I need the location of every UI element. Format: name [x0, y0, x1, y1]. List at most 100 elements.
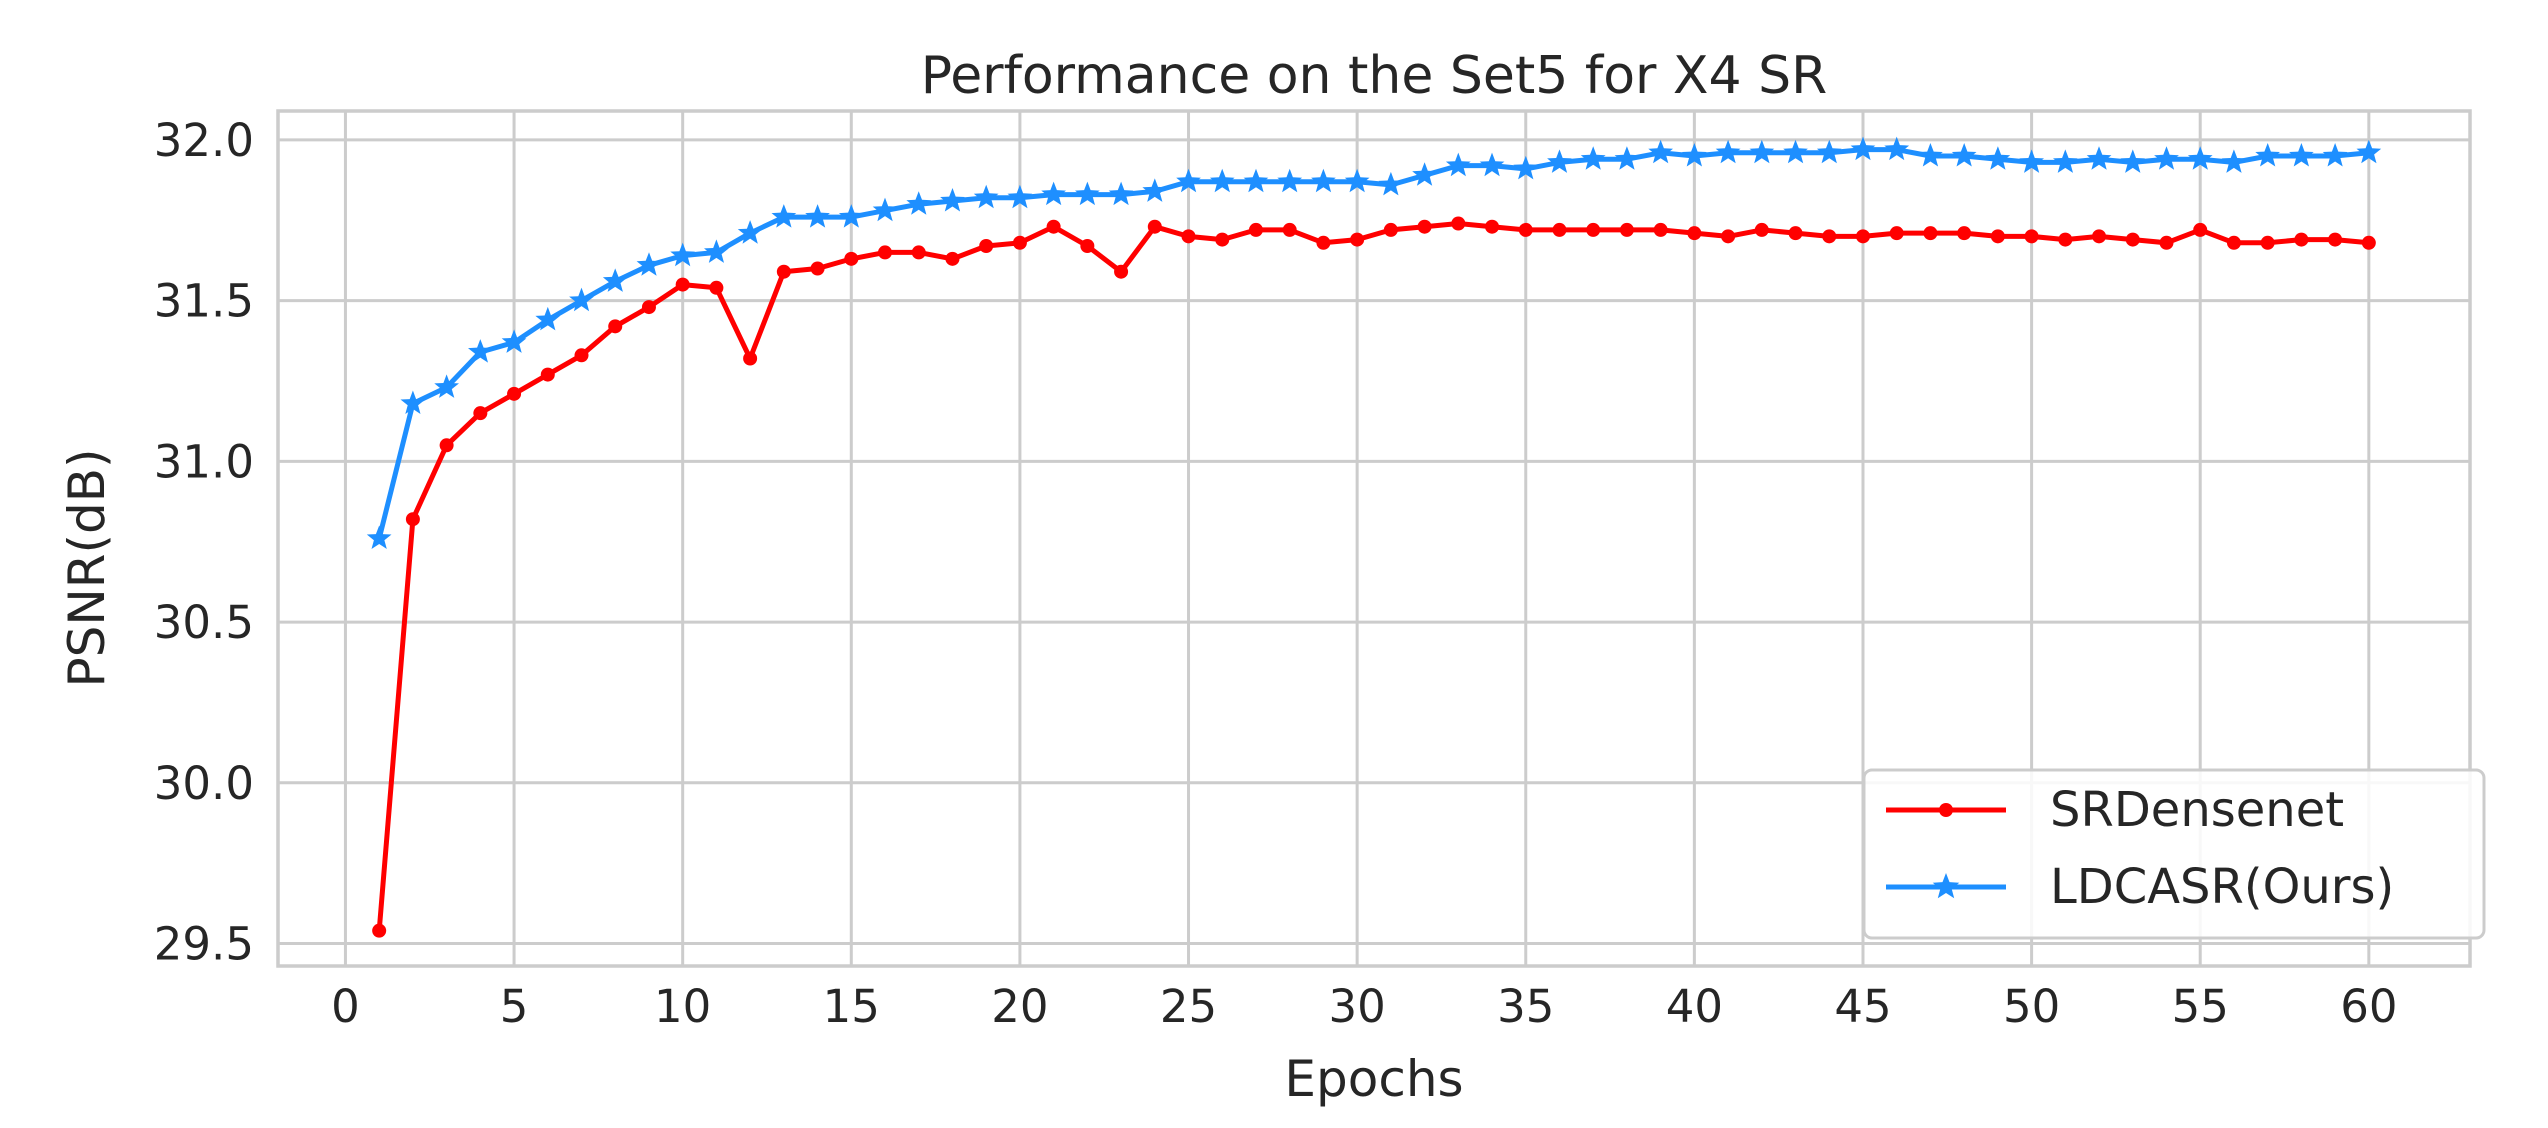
- data-point-srdensenet: [1282, 222, 1297, 237]
- data-point-srdensenet: [1518, 222, 1533, 237]
- data-point-ldcasr-ours: [2187, 146, 2213, 170]
- x-tick-label: 50: [2003, 980, 2060, 1033]
- data-point-ldcasr-ours: [1580, 146, 1606, 170]
- data-point-srdensenet: [372, 923, 387, 938]
- data-point-ldcasr-ours: [1816, 139, 1842, 164]
- data-point-srdensenet: [810, 261, 825, 276]
- series-layer: [366, 136, 2382, 938]
- y-axis-label: PSNR(dB): [58, 448, 116, 687]
- y-tick-label: 31.0: [154, 435, 254, 488]
- data-point-srdensenet: [1383, 222, 1398, 237]
- data-point-srdensenet: [1653, 222, 1668, 237]
- data-point-ldcasr-ours: [1547, 149, 1572, 173]
- data-point-ldcasr-ours: [1075, 181, 1100, 206]
- data-point-srdensenet: [979, 239, 994, 253]
- data-point-ldcasr-ours: [2086, 146, 2112, 170]
- legend-label-srdensenet: SRDensenet: [2050, 782, 2344, 838]
- data-point-ldcasr-ours: [2289, 143, 2314, 167]
- x-tick-label: 25: [1160, 980, 1217, 1033]
- data-point-srdensenet: [1687, 226, 1702, 241]
- data-point-ldcasr-ours: [501, 329, 527, 353]
- data-point-srdensenet: [878, 245, 893, 260]
- data-point-srdensenet: [2260, 235, 2275, 250]
- data-point-srdensenet: [1215, 232, 1230, 247]
- y-tick-label: 31.5: [154, 275, 254, 328]
- data-point-ldcasr-ours: [1209, 168, 1235, 193]
- data-point-srdensenet: [1552, 222, 1567, 237]
- data-point-ldcasr-ours: [1884, 136, 1910, 161]
- data-point-srdensenet: [1957, 226, 1972, 241]
- data-point-ldcasr-ours: [1108, 181, 1134, 206]
- data-point-srdensenet: [1721, 229, 1736, 244]
- data-point-srdensenet: [2361, 235, 2376, 250]
- data-point-srdensenet: [1822, 229, 1837, 244]
- data-point-srdensenet: [641, 300, 656, 315]
- data-point-ldcasr-ours: [1311, 168, 1336, 193]
- legend-label-ldcasr: LDCASR(Ours): [2050, 859, 2394, 915]
- data-point-ldcasr-ours: [906, 191, 932, 215]
- data-point-srdensenet: [675, 277, 690, 292]
- y-tick-label: 29.5: [154, 918, 254, 971]
- x-tick-label: 40: [1666, 980, 1723, 1033]
- grid: [278, 111, 2470, 966]
- data-point-srdensenet: [507, 386, 522, 401]
- data-point-srdensenet: [844, 251, 859, 266]
- x-tick-label: 20: [991, 980, 1048, 1033]
- data-point-ldcasr-ours: [1344, 168, 1370, 193]
- data-point-srdensenet: [1923, 226, 1938, 241]
- data-point-ldcasr-ours: [2221, 149, 2247, 173]
- data-point-srdensenet: [1350, 232, 1365, 247]
- data-point-srdensenet: [473, 406, 488, 421]
- data-point-srdensenet: [1181, 229, 1196, 244]
- x-tick-label: 45: [1834, 980, 1891, 1033]
- data-point-ldcasr-ours: [602, 268, 628, 292]
- data-point-ldcasr-ours: [1918, 143, 1943, 167]
- data-point-ldcasr-ours: [805, 204, 830, 228]
- data-point-ldcasr-ours: [737, 220, 763, 244]
- x-tick-label: 30: [1329, 980, 1386, 1033]
- data-point-srdensenet: [1619, 222, 1634, 237]
- data-point-srdensenet: [2294, 232, 2309, 247]
- data-point-ldcasr-ours: [1007, 184, 1033, 209]
- data-point-ldcasr-ours: [366, 525, 392, 549]
- x-tick-label: 55: [2172, 980, 2229, 1033]
- data-point-ldcasr-ours: [1749, 139, 1775, 164]
- data-point-ldcasr-ours: [1277, 168, 1303, 193]
- data-point-ldcasr-ours: [636, 252, 662, 276]
- data-point-ldcasr-ours: [1614, 146, 1640, 170]
- data-point-ldcasr-ours: [2356, 139, 2382, 164]
- data-point-ldcasr-ours: [940, 188, 965, 212]
- data-point-ldcasr-ours: [1648, 139, 1673, 164]
- data-point-srdensenet: [2328, 232, 2343, 247]
- data-point-srdensenet: [1451, 216, 1466, 231]
- x-tick-label: 5: [500, 980, 529, 1033]
- data-point-srdensenet: [2092, 229, 2107, 244]
- data-point-ldcasr-ours: [771, 204, 797, 228]
- data-point-srdensenet: [439, 438, 454, 453]
- data-point-ldcasr-ours: [1783, 139, 1808, 164]
- data-point-srdensenet: [1248, 222, 1263, 237]
- data-point-srdensenet: [1586, 222, 1601, 237]
- data-point-srdensenet: [1485, 219, 1500, 234]
- legend-box: [1862, 768, 2486, 940]
- data-point-srdensenet: [1114, 264, 1129, 279]
- data-point-ldcasr-ours: [838, 204, 864, 228]
- data-point-srdensenet: [405, 512, 420, 527]
- data-point-ldcasr-ours: [434, 374, 459, 398]
- legend: SRDensenet LDCASR(Ours): [1862, 768, 2486, 940]
- data-point-srdensenet: [1788, 226, 1803, 241]
- data-point-ldcasr-ours: [1682, 143, 1707, 167]
- data-point-srdensenet: [776, 264, 791, 279]
- data-point-ldcasr-ours: [2053, 149, 2078, 173]
- data-point-ldcasr-ours: [1176, 168, 1201, 193]
- data-point-ldcasr-ours: [569, 287, 594, 312]
- data-point-srdensenet: [945, 251, 960, 266]
- data-point-srdensenet: [1046, 219, 1061, 234]
- data-point-srdensenet: [540, 367, 555, 382]
- data-point-srdensenet: [2226, 235, 2241, 250]
- data-point-srdensenet: [1889, 226, 1904, 241]
- data-point-ldcasr-ours: [535, 306, 561, 331]
- data-point-ldcasr-ours: [670, 242, 695, 267]
- data-point-srdensenet: [1316, 235, 1331, 250]
